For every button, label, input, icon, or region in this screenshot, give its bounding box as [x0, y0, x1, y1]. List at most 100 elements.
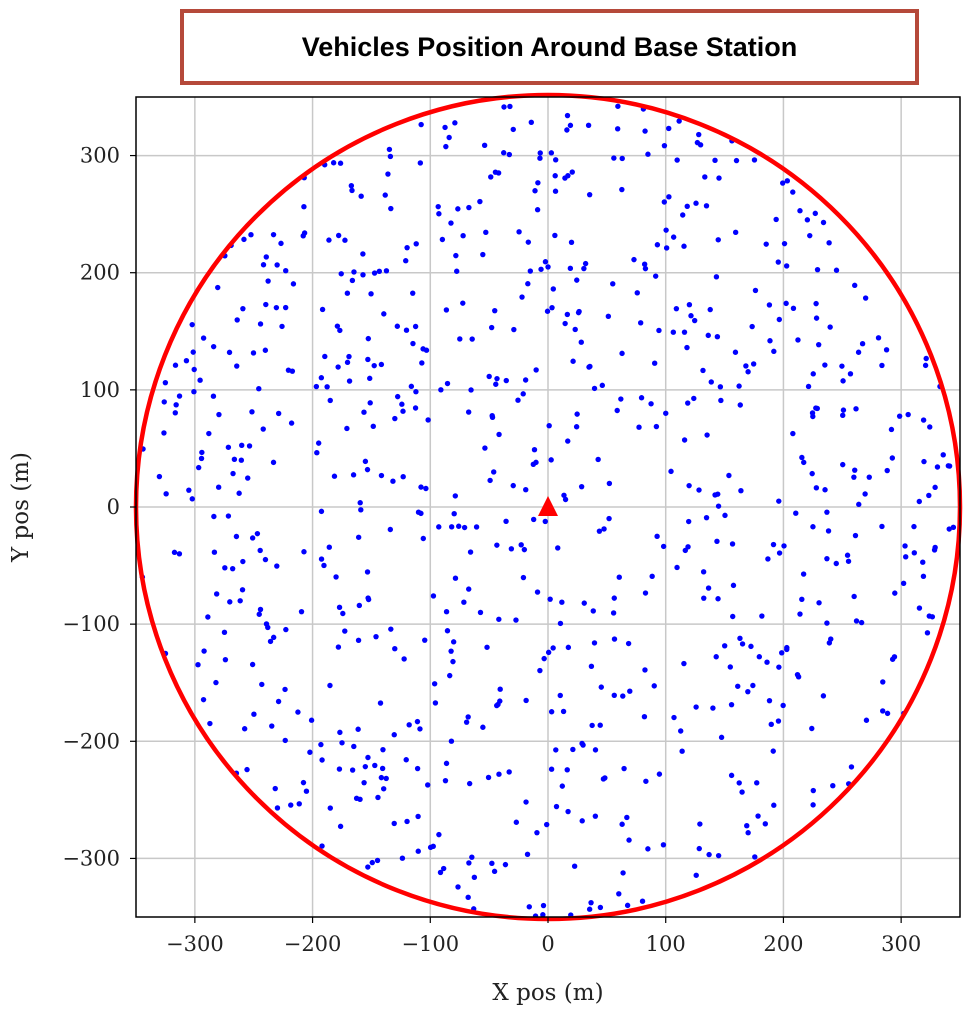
vehicle-point — [564, 767, 570, 773]
vehicle-point — [394, 323, 401, 329]
vehicle-point — [431, 681, 438, 687]
vehicle-point — [238, 457, 245, 463]
vehicle-point — [825, 528, 832, 534]
vehicle-point — [200, 696, 207, 703]
vehicle-point — [790, 430, 796, 437]
vehicle-point — [929, 614, 936, 620]
vehicle-point — [349, 187, 355, 194]
vehicle-point — [764, 659, 770, 665]
vehicle-point — [715, 852, 722, 859]
vehicle-point — [840, 412, 846, 419]
vehicle-point — [770, 748, 776, 754]
vehicle-point — [274, 805, 281, 811]
vehicle-point — [344, 290, 351, 296]
vehicle-point — [652, 273, 659, 279]
vehicle-point — [661, 199, 668, 205]
vehicle-point — [438, 387, 444, 393]
vehicle-point — [712, 157, 718, 164]
vehicle-point — [425, 782, 431, 788]
vehicle-point — [756, 654, 763, 660]
vehicle-point — [270, 634, 277, 641]
vehicle-point — [195, 662, 201, 668]
vehicle-point — [300, 779, 307, 786]
vehicle-point — [708, 379, 714, 385]
vehicle-point — [828, 636, 834, 642]
vehicle-point — [621, 765, 627, 772]
vehicle-point — [385, 171, 391, 177]
vehicle-point — [814, 266, 821, 273]
vehicle-point — [414, 765, 421, 772]
vehicle-point — [776, 664, 782, 670]
vehicle-point — [225, 513, 232, 519]
vehicle-point — [205, 614, 211, 620]
vehicle-point — [318, 741, 324, 748]
vehicle-point — [547, 596, 553, 602]
vehicle-point — [461, 524, 468, 531]
vehicle-point — [388, 626, 394, 632]
vehicle-point — [611, 692, 617, 699]
vehicle-point — [444, 628, 451, 634]
vehicle-point — [492, 307, 498, 314]
vehicle-point — [816, 600, 822, 606]
vehicle-point — [346, 353, 352, 360]
vehicle-point — [916, 498, 922, 505]
vehicle-point — [810, 413, 816, 420]
vehicle-point — [697, 821, 703, 827]
vehicle-point — [534, 829, 540, 836]
vehicle-point — [866, 474, 872, 480]
vehicle-point — [381, 311, 387, 317]
vehicle-point — [374, 857, 381, 864]
vehicle-point — [565, 644, 572, 651]
vehicle-point — [805, 383, 812, 390]
vehicle-point — [767, 338, 773, 344]
vehicle-point — [500, 150, 507, 156]
vehicle-point — [674, 157, 680, 163]
vehicle-point — [448, 648, 454, 654]
vehicle-point — [279, 323, 285, 330]
y-tick-label: −300 — [62, 846, 120, 870]
vehicle-point — [880, 708, 886, 714]
vehicle-point — [586, 906, 593, 912]
vehicle-point — [839, 363, 845, 369]
vehicle-point — [668, 468, 674, 475]
vehicle-point — [528, 119, 535, 125]
chart-title: Vehicles Position Around Base Station — [301, 31, 798, 62]
vehicle-point — [592, 747, 599, 753]
vehicle-point — [848, 764, 855, 770]
vehicle-point — [703, 514, 710, 521]
vehicle-point — [641, 713, 648, 720]
vehicle-point — [776, 316, 783, 323]
vehicle-point — [298, 608, 305, 615]
vehicle-point — [173, 402, 179, 408]
vehicle-point — [759, 613, 765, 619]
vehicle-point — [350, 472, 357, 478]
vehicle-point — [754, 780, 760, 786]
vehicle-point — [489, 860, 495, 867]
vehicle-point — [172, 410, 178, 416]
vehicle-point — [380, 746, 386, 753]
vehicle-point — [447, 672, 453, 679]
vehicle-point — [900, 580, 907, 587]
y-tick-label: 100 — [80, 378, 120, 402]
vehicle-point — [582, 260, 589, 267]
vehicle-point — [775, 259, 781, 265]
vehicle-point — [362, 458, 369, 465]
y-tick-label: −200 — [62, 729, 120, 753]
vehicle-point — [360, 272, 366, 278]
vehicle-point — [240, 558, 246, 565]
vehicle-point — [705, 332, 711, 339]
vehicle-point — [525, 239, 532, 245]
vehicle-point — [611, 155, 617, 161]
vehicle-point — [790, 305, 797, 312]
vehicle-point — [639, 898, 646, 904]
vehicle-point — [765, 556, 771, 562]
vehicle-point — [469, 854, 475, 860]
vehicle-point — [246, 443, 253, 449]
vehicle-point — [671, 714, 677, 721]
vehicle-point — [448, 524, 455, 530]
vehicle-point — [946, 526, 952, 532]
vehicle-point — [619, 155, 625, 162]
vehicle-point — [707, 306, 713, 313]
vehicle-point — [335, 364, 341, 370]
vehicle-point — [365, 864, 371, 870]
